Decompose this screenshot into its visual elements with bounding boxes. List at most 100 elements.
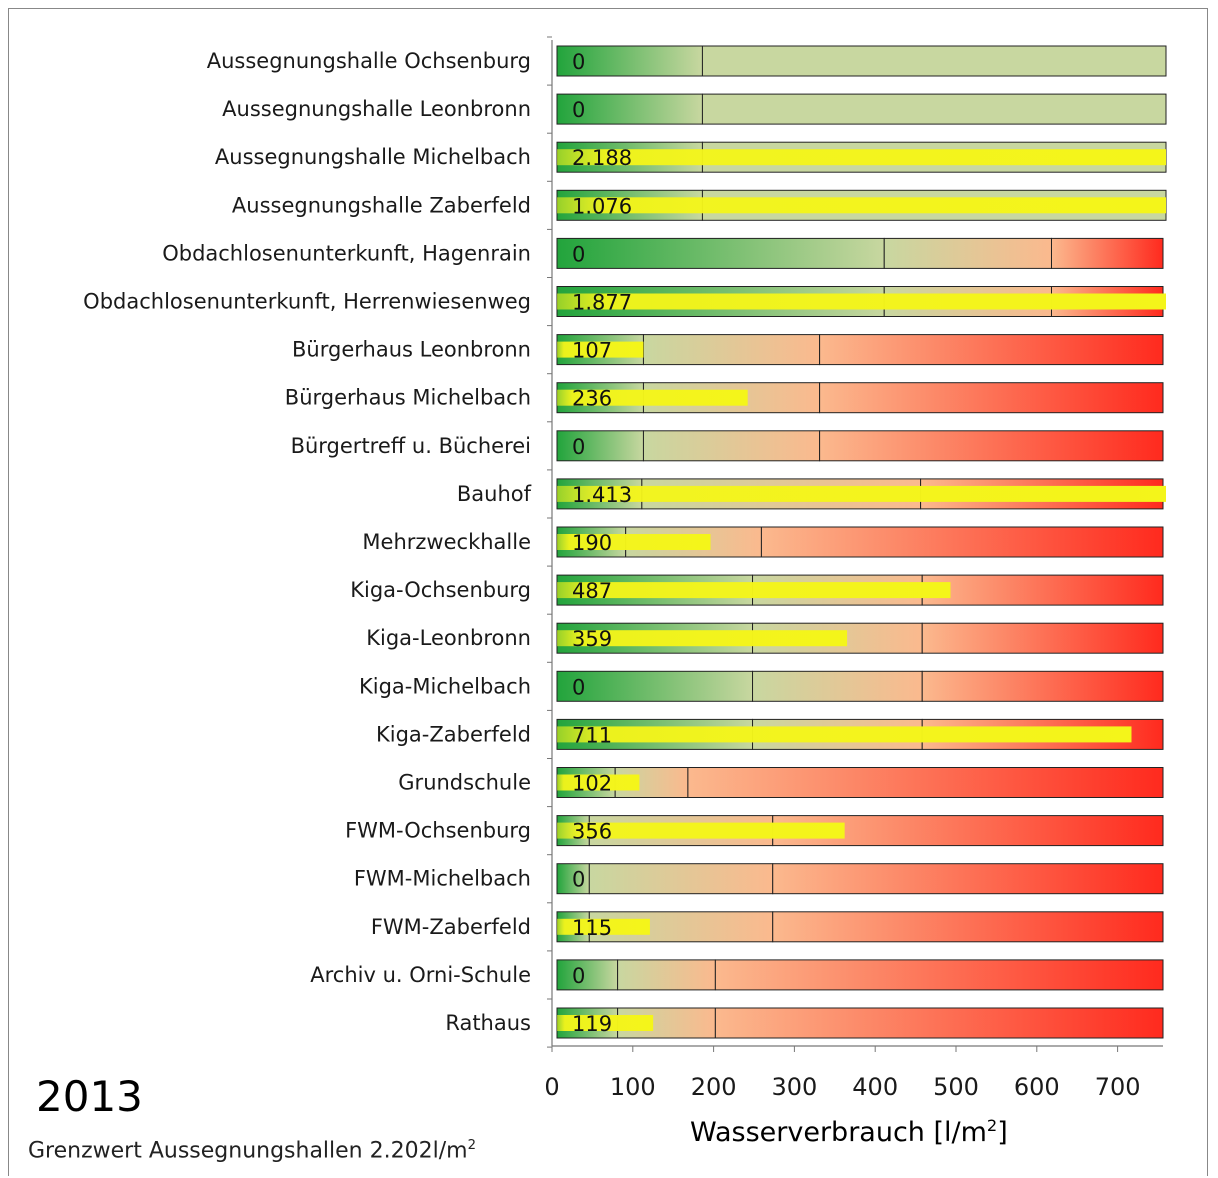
high-zone	[819, 334, 1164, 366]
chart-row: FWM-Michelbach 0	[354, 863, 1164, 895]
chart-row: Bürgerhaus Leonbronn 107	[292, 334, 1164, 366]
value-label: 0	[572, 50, 585, 74]
medium-zone	[617, 959, 716, 991]
value-label: 359	[572, 627, 612, 651]
value-label: 1.413	[572, 483, 632, 507]
x-tick-label: 500	[933, 1073, 979, 1101]
value-label: 119	[572, 1012, 612, 1036]
high-zone	[819, 382, 1164, 414]
x-tick-label: 100	[610, 1073, 656, 1101]
chart-row: Bauhof 1.413	[457, 478, 1166, 510]
value-label: 107	[572, 339, 612, 363]
x-axis-title: Wasserverbrauch [l/m2]	[690, 1116, 1008, 1148]
value-bar	[557, 389, 748, 406]
chart-row: Obdachlosenunterkunft, Hagenrain 0	[162, 237, 1164, 269]
value-bar	[557, 197, 1166, 214]
value-bar	[557, 534, 711, 550]
chart-row: FWM-Ochsenburg 356	[345, 815, 1164, 847]
value-bar	[557, 582, 951, 599]
medium-zone	[642, 334, 821, 366]
category-label: Aussegnungshalle Leonbronn	[222, 97, 531, 121]
x-tick-label: 400	[852, 1073, 898, 1101]
good-zone	[556, 93, 703, 125]
chart-row: Obdachlosenunterkunft, Herrenwiesenweg 1.…	[83, 286, 1166, 317]
category-label: Bauhof	[457, 482, 532, 506]
value-bar	[557, 918, 650, 935]
value-label: 356	[572, 820, 612, 844]
good-zone	[556, 959, 619, 991]
x-axis-title-sup: 2	[986, 1116, 998, 1135]
value-label: 0	[572, 435, 585, 459]
medium-zone	[701, 93, 1167, 125]
high-zone	[819, 430, 1164, 462]
good-zone	[556, 430, 644, 462]
category-label: Bürgerhaus Leonbronn	[292, 338, 531, 362]
chart-frame	[8, 8, 1208, 1176]
chart-row: FWM-Zaberfeld 115	[371, 911, 1164, 943]
category-label: Kiga-Ochsenburg	[350, 578, 531, 602]
high-zone	[772, 863, 1164, 895]
chart-row: Mehrzweckhalle 190	[362, 526, 1164, 558]
high-zone	[772, 911, 1164, 943]
value-label: 0	[572, 868, 585, 892]
value-label: 0	[572, 242, 585, 266]
medium-zone	[588, 863, 774, 895]
chart-row: Kiga-Michelbach 0	[359, 670, 1164, 702]
value-label: 711	[572, 723, 612, 747]
chart-row: Kiga-Ochsenburg 487	[350, 574, 1164, 606]
category-label: FWM-Michelbach	[354, 867, 531, 891]
x-tick-label: 700	[1095, 1073, 1141, 1101]
footnote-text: Grenzwert Aussegnungshallen 2.202l/m	[28, 1138, 468, 1164]
good-zone	[556, 863, 590, 895]
x-tick-label: 600	[1014, 1073, 1060, 1101]
category-label: Mehrzweckhalle	[362, 530, 531, 554]
category-label: Obdachlosenunterkunft, Hagenrain	[162, 241, 531, 265]
x-tick-label: 0	[544, 1073, 559, 1101]
category-label: Rathaus	[445, 1011, 531, 1035]
chart-row: Aussegnungshalle Ochsenburg 0	[207, 45, 1167, 77]
value-label: 2.188	[572, 146, 632, 170]
good-zone	[556, 237, 885, 269]
value-bar	[557, 1015, 654, 1031]
x-axis: 0 100 200 300 400 500 600 700	[544, 36, 1163, 1101]
high-zone	[1050, 237, 1164, 269]
value-label: 236	[572, 387, 612, 411]
chart-row: Kiga-Leonbronn 359	[366, 622, 1164, 654]
chart-row: Rathaus 119	[445, 1007, 1164, 1039]
category-label: FWM-Zaberfeld	[371, 915, 531, 939]
medium-zone	[883, 237, 1052, 269]
value-bar	[557, 726, 1132, 743]
value-label: 0	[572, 964, 585, 988]
footnote: Grenzwert Aussegnungshallen 2.202l/m2	[28, 1138, 476, 1163]
value-bar	[557, 485, 1166, 502]
chart-rows: Aussegnungshalle Ochsenburg 0Aussegnungsh…	[83, 45, 1167, 1039]
medium-zone	[701, 45, 1167, 77]
value-label: 0	[572, 675, 585, 699]
category-label: Aussegnungshalle Michelbach	[215, 145, 531, 169]
category-label: Kiga-Michelbach	[359, 674, 531, 698]
chart-row: Kiga-Zaberfeld 711	[376, 718, 1164, 750]
x-tick-label: 200	[691, 1073, 737, 1101]
chart-row: Bürgertreff u. Bücherei 0	[291, 430, 1164, 462]
chart-row: Aussegnungshalle Leonbronn 0	[222, 93, 1167, 125]
value-label: 190	[572, 531, 612, 555]
value-label: 115	[572, 916, 612, 940]
high-zone	[687, 767, 1164, 798]
high-zone	[714, 959, 1164, 991]
category-label: Aussegnungshalle Ochsenburg	[207, 49, 531, 73]
category-label: Bürgertreff u. Bücherei	[291, 434, 531, 458]
medium-zone	[642, 430, 821, 462]
value-bar	[557, 341, 644, 358]
category-label: Archiv u. Orni-Schule	[310, 963, 531, 987]
value-label: 487	[572, 579, 612, 603]
value-label: 1.877	[572, 291, 632, 315]
category-label: Kiga-Leonbronn	[366, 626, 531, 650]
high-zone	[714, 1007, 1164, 1039]
value-bar	[557, 774, 640, 791]
category-label: FWM-Ochsenburg	[345, 819, 531, 843]
high-zone	[760, 526, 1164, 558]
value-bar	[557, 630, 848, 647]
category-label: Aussegnungshalle Zaberfeld	[232, 193, 531, 217]
value-label: 0	[572, 98, 585, 122]
